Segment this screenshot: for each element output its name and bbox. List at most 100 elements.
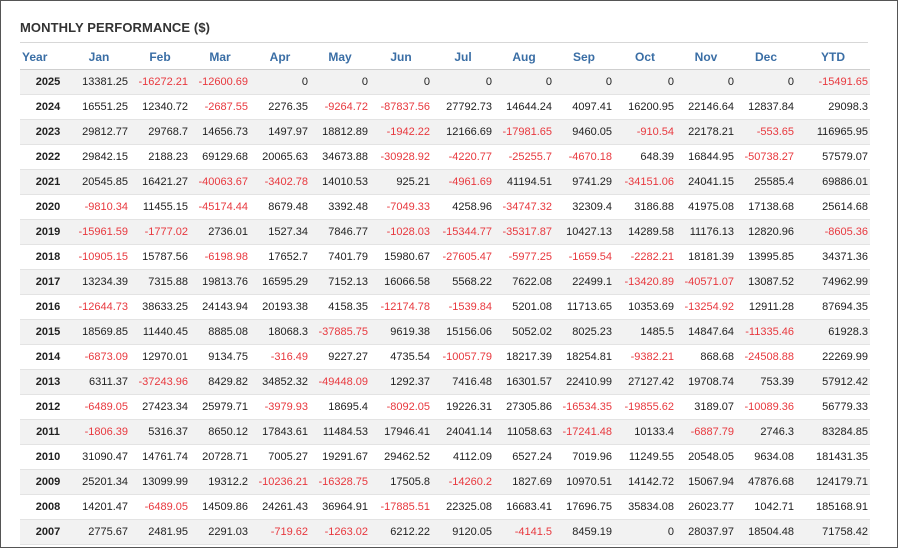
value-cell-jul: -10057.79 [432,344,494,370]
value-cell-feb: 11455.15 [130,194,190,220]
value-cell-jan: 25201.34 [68,469,130,495]
value-cell-aug: -35317.87 [494,219,554,245]
value-cell-ytd: 34371.36 [796,244,870,270]
value-cell-mar: -45174.44 [190,194,250,220]
value-cell-sep: 17696.75 [554,494,614,520]
value-cell-apr: 17652.7 [250,244,310,270]
value-cell-aug: 6527.24 [494,444,554,470]
value-cell-aug: -17981.65 [494,119,554,145]
column-header-sep: Sep [554,44,614,70]
value-cell-nov: -6887.79 [676,419,736,445]
value-cell-aug: -4141.5 [494,519,554,545]
value-cell-oct: -9382.21 [614,344,676,370]
value-cell-apr: -3402.78 [250,169,310,195]
value-cell-jan: -15961.59 [68,219,130,245]
year-cell: 2011 [20,419,68,445]
value-cell-mar: 19813.76 [190,269,250,295]
value-cell-ytd: 71758.42 [796,519,870,545]
value-cell-sep: 8025.23 [554,319,614,345]
value-cell-dec: 12820.96 [736,219,796,245]
table-row: 2019 -15961.59 -1777.02 2736.01 1527.34 7846.… [20,219,870,245]
value-cell-jun: 29462.52 [370,444,432,470]
year-cell: 2017 [20,269,68,295]
value-cell-apr: 20065.63 [250,144,310,170]
value-cell-sep: 8459.19 [554,519,614,545]
value-cell-oct: 1485.5 [614,319,676,345]
value-cell-feb: 5316.37 [130,419,190,445]
value-cell-jul: -14260.2 [432,469,494,495]
monthly-performance-table: Year Jan Feb Mar Apr May Jun Jul Aug Sep Oct Nov Dec… [20,44,870,545]
column-header-mar: Mar [190,44,250,70]
value-cell-jan: 29812.77 [68,119,130,145]
value-cell-may: 19291.67 [310,444,370,470]
value-cell-apr: -719.62 [250,519,310,545]
value-cell-mar: 2736.01 [190,219,250,245]
year-cell: 2014 [20,344,68,370]
value-cell-apr: 17843.61 [250,419,310,445]
value-cell-feb: 38633.25 [130,294,190,320]
table-row: 2007 2775.67 2481.95 2291.03 -719.62 -1263.02… [20,519,870,545]
value-cell-apr: 0 [250,69,310,95]
value-cell-sep: -1659.54 [554,244,614,270]
value-cell-nov: 20548.05 [676,444,736,470]
column-header-jan: Jan [68,44,130,70]
table-row: 2018 -10905.15 15787.56 -6198.98 17652.7 7401… [20,244,870,270]
value-cell-jun: 925.21 [370,169,432,195]
value-cell-aug: 41194.51 [494,169,554,195]
value-cell-oct: 10133.4 [614,419,676,445]
value-cell-apr: 34852.32 [250,369,310,395]
value-cell-may: 9227.27 [310,344,370,370]
value-cell-ytd: 185168.91 [796,494,870,520]
value-cell-ytd: 25614.68 [796,194,870,220]
value-cell-ytd: 57912.42 [796,369,870,395]
table-row: 2014 -6873.09 12970.01 9134.75 -316.49 9227.2… [20,344,870,370]
value-cell-nov: 15067.94 [676,469,736,495]
value-cell-ytd: 29098.3 [796,94,870,120]
value-cell-jul: -1539.84 [432,294,494,320]
value-cell-may: 4158.35 [310,294,370,320]
value-cell-jul: -27605.47 [432,244,494,270]
year-cell: 2016 [20,294,68,320]
value-cell-jan: 14201.47 [68,494,130,520]
value-cell-apr: 2276.35 [250,94,310,120]
value-cell-mar: 14656.73 [190,119,250,145]
value-cell-mar: 20728.71 [190,444,250,470]
value-cell-sep: 22499.1 [554,269,614,295]
value-cell-ytd: -8605.36 [796,219,870,245]
value-cell-jun: -1942.22 [370,119,432,145]
value-cell-oct: -2282.21 [614,244,676,270]
value-cell-oct: 10353.69 [614,294,676,320]
value-cell-aug: 11058.63 [494,419,554,445]
value-cell-apr: 18068.3 [250,319,310,345]
year-cell: 2010 [20,444,68,470]
value-cell-nov: 28037.97 [676,519,736,545]
value-cell-jul: 22325.08 [432,494,494,520]
value-cell-oct: 16200.95 [614,94,676,120]
value-cell-oct: -13420.89 [614,269,676,295]
value-cell-ytd: 56779.33 [796,394,870,420]
value-cell-aug: 27305.86 [494,394,554,420]
value-cell-jan: -12644.73 [68,294,130,320]
value-cell-jun: -8092.05 [370,394,432,420]
value-cell-ytd: 83284.85 [796,419,870,445]
value-cell-jun: 1292.37 [370,369,432,395]
value-cell-mar: -2687.55 [190,94,250,120]
value-cell-oct: 0 [614,69,676,95]
value-cell-apr: 1497.97 [250,119,310,145]
value-cell-jan: 18569.85 [68,319,130,345]
value-cell-aug: 0 [494,69,554,95]
value-cell-dec: 12837.84 [736,94,796,120]
value-cell-jul: 7416.48 [432,369,494,395]
value-cell-jan: 13234.39 [68,269,130,295]
year-cell: 2024 [20,94,68,120]
value-cell-sep: 10427.13 [554,219,614,245]
title-divider [20,42,868,43]
value-cell-feb: 13099.99 [130,469,190,495]
value-cell-dec: 1042.71 [736,494,796,520]
value-cell-mar: 8650.12 [190,419,250,445]
value-cell-oct: -910.54 [614,119,676,145]
value-cell-may: -9264.72 [310,94,370,120]
value-cell-feb: 11440.45 [130,319,190,345]
value-cell-mar: -12600.69 [190,69,250,95]
